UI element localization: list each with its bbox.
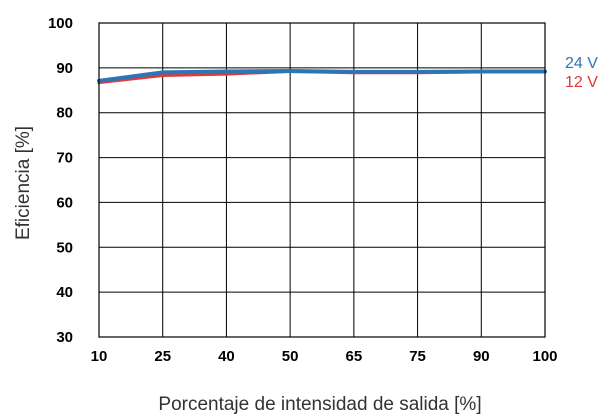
plot-border xyxy=(98,22,546,338)
x-tick-labels: 10 25 40 50 65 75 90 100 xyxy=(91,348,558,365)
x-tick-label: 65 xyxy=(346,348,363,365)
x-axis-title: Porcentaje de intensidad de salida [%] xyxy=(158,394,481,415)
series-lines xyxy=(97,68,547,85)
y-tick-label: 100 xyxy=(48,15,73,32)
y-tick-label: 50 xyxy=(56,239,73,256)
x-tick-label: 50 xyxy=(282,348,299,365)
y-tick-label: 80 xyxy=(56,105,73,122)
y-tick-label: 70 xyxy=(56,150,73,167)
y-tick-label: 60 xyxy=(56,194,73,211)
plot-frame xyxy=(98,22,546,338)
y-axis-title: Eficiencia [%] xyxy=(13,126,34,240)
x-tick-label: 100 xyxy=(532,348,557,365)
x-tick-label: 10 xyxy=(91,348,108,365)
y-tick-label: 90 xyxy=(56,60,73,77)
x-tick-label: 40 xyxy=(218,348,235,365)
x-tick-label: 75 xyxy=(409,348,426,365)
y-tick-labels: 30 40 50 60 70 80 90 100 xyxy=(48,15,73,346)
series-label-24v: 24 V xyxy=(565,55,598,72)
grid xyxy=(99,23,545,337)
series-label-12v: 12 V xyxy=(565,74,598,91)
series-line-24v xyxy=(97,68,547,83)
y-tick-label: 30 xyxy=(56,329,73,346)
x-tick-label: 90 xyxy=(473,348,490,365)
series-labels: 24 V 12 V xyxy=(565,55,598,91)
y-tick-label: 40 xyxy=(56,284,73,301)
x-tick-label: 25 xyxy=(154,348,171,365)
